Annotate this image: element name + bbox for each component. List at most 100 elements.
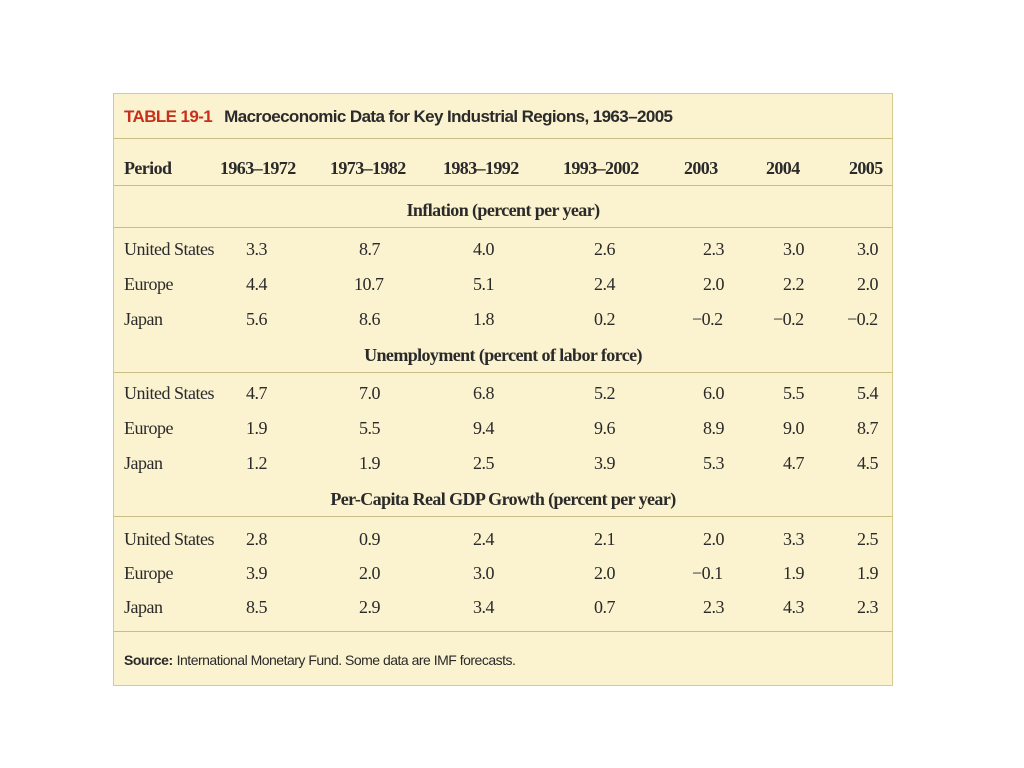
table-cell: 5.1 <box>473 274 495 294</box>
table-cell: 7.0 <box>359 383 381 403</box>
section-heading-inflation: Inflation (percent per year) <box>406 200 601 220</box>
table-cell: 9.6 <box>594 418 616 438</box>
table-cell: 2.2 <box>783 274 805 294</box>
table-cell: 0.9 <box>359 529 381 549</box>
table-cell: 3.0 <box>783 239 805 259</box>
table-cell: 2.4 <box>473 529 495 549</box>
column-header-2005: 2005 <box>849 158 883 178</box>
table-cell: 3.4 <box>473 597 495 617</box>
header-rule <box>114 185 892 186</box>
table-cell: 2.3 <box>703 597 725 617</box>
table-cell: 3.3 <box>783 529 805 549</box>
macroeconomic-data-table: TABLE 19-1 Macroeconomic Data for Key Ind… <box>113 93 893 686</box>
table-row: Japan 1.2 1.9 2.5 3.9 5.3 4.7 4.5 <box>114 447 892 479</box>
table-cell: −0.2 <box>847 309 878 329</box>
table-cell: 4.5 <box>857 453 879 473</box>
table-number: TABLE 19-1 <box>124 107 213 126</box>
table-cell: 2.9 <box>359 597 381 617</box>
table-cell: 3.0 <box>473 563 495 583</box>
column-header-period: Period <box>124 158 172 178</box>
table-cell: 9.0 <box>783 418 805 438</box>
table-cell: 1.9 <box>783 563 805 583</box>
column-header-row: Period 1963–1972 1973–1982 1983–1992 199… <box>114 152 892 184</box>
column-header-1963-1972: 1963–1972 <box>220 158 296 178</box>
table-cell: 3.9 <box>594 453 616 473</box>
section-heading-gdp-growth: Per-Capita Real GDP Growth (percent per … <box>330 489 676 509</box>
table-cell: 5.5 <box>783 383 805 403</box>
table-cell: −0.2 <box>773 309 804 329</box>
title-rule <box>114 138 892 139</box>
section-rule <box>114 227 892 228</box>
table-title-row: TABLE 19-1 Macroeconomic Data for Key Ind… <box>124 104 673 130</box>
table-cell: 6.8 <box>473 383 495 403</box>
table-cell: 2.0 <box>703 529 725 549</box>
table-title: Macroeconomic Data for Key Industrial Re… <box>224 107 673 126</box>
table-cell: 2.3 <box>703 239 725 259</box>
table-cell: 9.4 <box>473 418 495 438</box>
table-cell: 8.7 <box>857 418 879 438</box>
table-cell: 5.4 <box>857 383 879 403</box>
source-note: Source: International Monetary Fund. Some… <box>124 649 516 671</box>
column-header-1993-2002: 1993–2002 <box>563 158 639 178</box>
table-row: Japan 5.6 8.6 1.8 0.2 −0.2 −0.2 −0.2 <box>114 303 892 335</box>
table-row: Europe 4.4 10.7 5.1 2.4 2.0 2.2 2.0 <box>114 268 892 300</box>
column-header-2003: 2003 <box>684 158 718 178</box>
table-cell: 2.6 <box>594 239 616 259</box>
table-cell: 5.2 <box>594 383 616 403</box>
table-cell: −0.1 <box>692 563 723 583</box>
table-cell: 5.6 <box>246 309 268 329</box>
table-cell: 2.5 <box>857 529 879 549</box>
row-label: Europe <box>124 274 173 294</box>
table-cell: 3.3 <box>246 239 268 259</box>
table-cell: 4.7 <box>783 453 805 473</box>
table-cell: 2.3 <box>857 597 879 617</box>
section-heading-unemployment: Unemployment (percent of labor force) <box>364 345 642 365</box>
row-label: Japan <box>124 453 163 473</box>
table-cell: 1.8 <box>473 309 495 329</box>
table-cell: 3.0 <box>857 239 879 259</box>
table-cell: 8.6 <box>359 309 381 329</box>
column-header-1983-1992: 1983–1992 <box>443 158 519 178</box>
column-header-1973-1982: 1973–1982 <box>330 158 406 178</box>
table-cell: 2.0 <box>703 274 725 294</box>
source-label: Source: <box>124 652 173 668</box>
table-cell: 10.7 <box>354 274 384 294</box>
footer-rule <box>114 631 892 632</box>
table-cell: 1.9 <box>857 563 879 583</box>
column-header-2004: 2004 <box>766 158 800 178</box>
table-cell: 2.0 <box>857 274 879 294</box>
table-cell: 5.5 <box>359 418 381 438</box>
table-cell: 4.3 <box>783 597 805 617</box>
table-cell: 0.2 <box>594 309 616 329</box>
table-cell: 1.9 <box>246 418 268 438</box>
table-cell: 2.0 <box>594 563 616 583</box>
table-row: United States 3.3 8.7 4.0 2.6 2.3 3.0 3.… <box>114 233 892 265</box>
row-label: Japan <box>124 309 163 329</box>
table-cell: 2.1 <box>594 529 616 549</box>
table-cell: 2.8 <box>246 529 268 549</box>
table-cell: 5.3 <box>703 453 725 473</box>
table-row: United States 2.8 0.9 2.4 2.1 2.0 3.3 2.… <box>114 523 892 555</box>
table-cell: 8.9 <box>703 418 725 438</box>
table-row: Europe 1.9 5.5 9.4 9.6 8.9 9.0 8.7 <box>114 412 892 444</box>
section-rule <box>114 372 892 373</box>
table-cell: 4.0 <box>473 239 495 259</box>
table-cell: 0.7 <box>594 597 616 617</box>
table-row: Europe 3.9 2.0 3.0 2.0 −0.1 1.9 1.9 <box>114 557 892 589</box>
table-cell: 2.0 <box>359 563 381 583</box>
row-label: Europe <box>124 563 173 583</box>
table-cell: 8.7 <box>359 239 381 259</box>
table-cell: 4.4 <box>246 274 268 294</box>
table-cell: −0.2 <box>692 309 723 329</box>
table-row: United States 4.7 7.0 6.8 5.2 6.0 5.5 5.… <box>114 377 892 409</box>
row-label: Europe <box>124 418 173 438</box>
table-cell: 6.0 <box>703 383 725 403</box>
table-row: Japan 8.5 2.9 3.4 0.7 2.3 4.3 2.3 <box>114 591 892 623</box>
table-cell: 2.4 <box>594 274 616 294</box>
table-cell: 3.9 <box>246 563 268 583</box>
section-rule <box>114 516 892 517</box>
row-label: United States <box>124 239 215 259</box>
table-cell: 1.9 <box>359 453 381 473</box>
row-label: United States <box>124 529 215 549</box>
row-label: Japan <box>124 597 163 617</box>
